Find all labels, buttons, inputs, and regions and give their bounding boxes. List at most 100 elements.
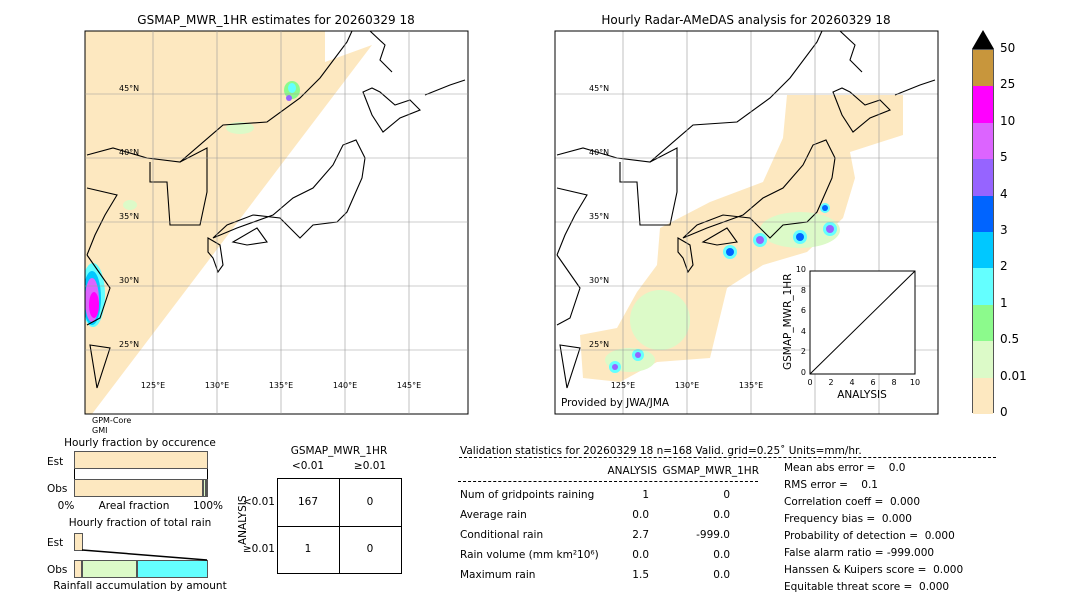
rain-label-obs: Obs	[47, 564, 68, 576]
rain-cells	[609, 203, 837, 373]
satellite-swath	[85, 31, 372, 414]
scatter-ytick: 10	[795, 265, 806, 274]
colorbar-label: 3	[1000, 223, 1008, 237]
cell-hit: 0	[366, 543, 374, 555]
col-header-2: ≥0.01	[353, 460, 387, 472]
stats-header: Validation statistics for 20260329 18 n=…	[460, 445, 862, 457]
score-line: Frequency bias = 0.000	[784, 513, 912, 525]
stat-label: Rain volume (mm km²10⁶)	[460, 549, 599, 561]
score-line: RMS error = 0.1	[784, 479, 878, 491]
score-line: False alarm ratio = -999.000	[784, 547, 935, 559]
bar-segment	[82, 560, 137, 578]
colorbar-label: 1	[1000, 295, 1008, 310]
colorbar-label: 0.01	[1000, 368, 1027, 383]
scatter-ytick: 2	[800, 347, 806, 357]
right-map-frame	[554, 30, 939, 415]
left-map	[85, 31, 466, 414]
occ-label-obs: Obs	[47, 483, 68, 495]
stat-label: Conditional rain	[460, 529, 544, 541]
scatter-xtick: 4	[849, 378, 855, 387]
colorbar-segment	[973, 195, 993, 232]
contingency-row-title: ANALYSIS	[237, 495, 249, 545]
colorbar-label: 10	[1000, 113, 1016, 128]
bar-segment	[206, 479, 208, 497]
occ-label-est: Est	[47, 456, 64, 468]
cell-hit-neg: 167	[297, 496, 319, 508]
colorbar-segment	[973, 268, 993, 305]
stat-label: Average rain	[460, 509, 527, 521]
lon-tick-label: 125°E	[140, 381, 166, 390]
colorbar	[972, 49, 994, 414]
left-map-title: GSMAP_MWR_1HR estimates for 20260329 18	[137, 13, 415, 27]
row-header-2: ≥0.01	[242, 543, 275, 555]
scatter-ytick: 6	[800, 306, 806, 316]
scatter-xtick: 6	[870, 378, 876, 387]
scatter-xtick: 8	[891, 378, 897, 387]
occurrence-title: Hourly fraction by occurence	[64, 437, 216, 449]
lon-tick-label: 145°E	[396, 381, 422, 390]
contingency-title: GSMAP_MWR_1HR	[290, 445, 388, 457]
lat-tick-label: 45°N	[589, 84, 610, 93]
colorbar-segment	[973, 377, 993, 414]
lon-tick-label: 140°E	[332, 381, 358, 390]
stat-label: Num of gridpoints raining	[460, 489, 595, 501]
stats-col-analysis: ANALYSIS	[607, 465, 657, 477]
rain-label-est: Est	[47, 537, 64, 549]
stat-analysis-value: 1.5	[632, 569, 649, 581]
stat-analysis-value: 0.0	[632, 549, 649, 561]
score-line: Hanssen & Kuipers score = 0.000	[784, 564, 964, 576]
totalrain-title: Hourly fraction of total rain	[68, 517, 212, 529]
colorbar-segment	[973, 159, 993, 196]
sensor-label-2: GMI	[92, 426, 108, 435]
occ-tick-0: 0%	[57, 500, 75, 512]
colorbar-segment	[973, 50, 993, 87]
lon-tick-label: 130°E	[204, 381, 230, 390]
left-map-frame	[84, 30, 469, 415]
right-map	[556, 31, 936, 389]
colorbar-label: 25	[1000, 77, 1016, 92]
lat-tick-label: 25°N	[119, 340, 140, 349]
stats-col-gsmap: GSMAP_MWR_1HR	[662, 465, 759, 477]
lat-tick-label: 25°N	[589, 340, 610, 349]
lon-tick-label: 125°E	[610, 381, 636, 390]
sensor-label-1: GPM-Core	[92, 416, 132, 425]
totalrain-xlabel: Rainfall accumulation by amount	[53, 580, 227, 592]
lat-tick-label: 40°N	[589, 148, 610, 157]
stat-label: Maximum rain	[460, 569, 536, 581]
lon-tick-label: 130°E	[674, 381, 700, 390]
scatter-ytick: 4	[800, 326, 806, 336]
lat-tick-label: 35°N	[589, 212, 610, 221]
stat-analysis-value: 2.7	[632, 529, 649, 541]
bar-segment	[203, 479, 206, 497]
colorbar-segment	[973, 304, 993, 342]
stat-gsmap-value: 0	[723, 489, 730, 501]
credit-label: Provided by JWA/JMA	[561, 397, 670, 409]
lat-tick-label: 40°N	[119, 148, 140, 157]
colorbar-label: 50	[1000, 41, 1016, 55]
lon-tick-label: 135°E	[268, 381, 294, 390]
lat-tick-label: 35°N	[119, 212, 140, 221]
row-header-1: <0.01	[242, 496, 275, 508]
stat-analysis-value: 1	[642, 489, 649, 501]
score-line: Correlation coeff = 0.000	[784, 496, 920, 508]
scatter-ylabel: GSMAP_MWR_1HR	[782, 273, 794, 370]
col-header-1: <0.01	[291, 460, 325, 472]
score-line: Mean abs error = 0.0	[784, 462, 906, 474]
scatter-diagonal	[809, 270, 916, 375]
cell-miss: 1	[304, 543, 312, 555]
scatter-xtick: 0	[807, 378, 813, 387]
colorbar-extend-arrow	[972, 30, 994, 49]
stat-gsmap-value: 0.0	[713, 509, 730, 521]
colorbar-label: 0	[1000, 405, 1008, 419]
cell-false-alarm: 0	[366, 496, 374, 508]
bar-segment	[74, 479, 204, 497]
colorbar-label: 5	[1000, 150, 1008, 165]
occ-tick-100: 100%	[192, 500, 224, 512]
scatter-ytick: 0	[800, 368, 806, 377]
scatter-xlabel: ANALYSIS	[837, 389, 887, 401]
stat-gsmap-value: 0.0	[713, 549, 730, 561]
stat-analysis-value: 0.0	[632, 509, 649, 521]
colorbar-label: 0.5	[1000, 332, 1020, 347]
colorbar-segment	[973, 122, 993, 160]
colorbar-segment	[973, 341, 993, 378]
